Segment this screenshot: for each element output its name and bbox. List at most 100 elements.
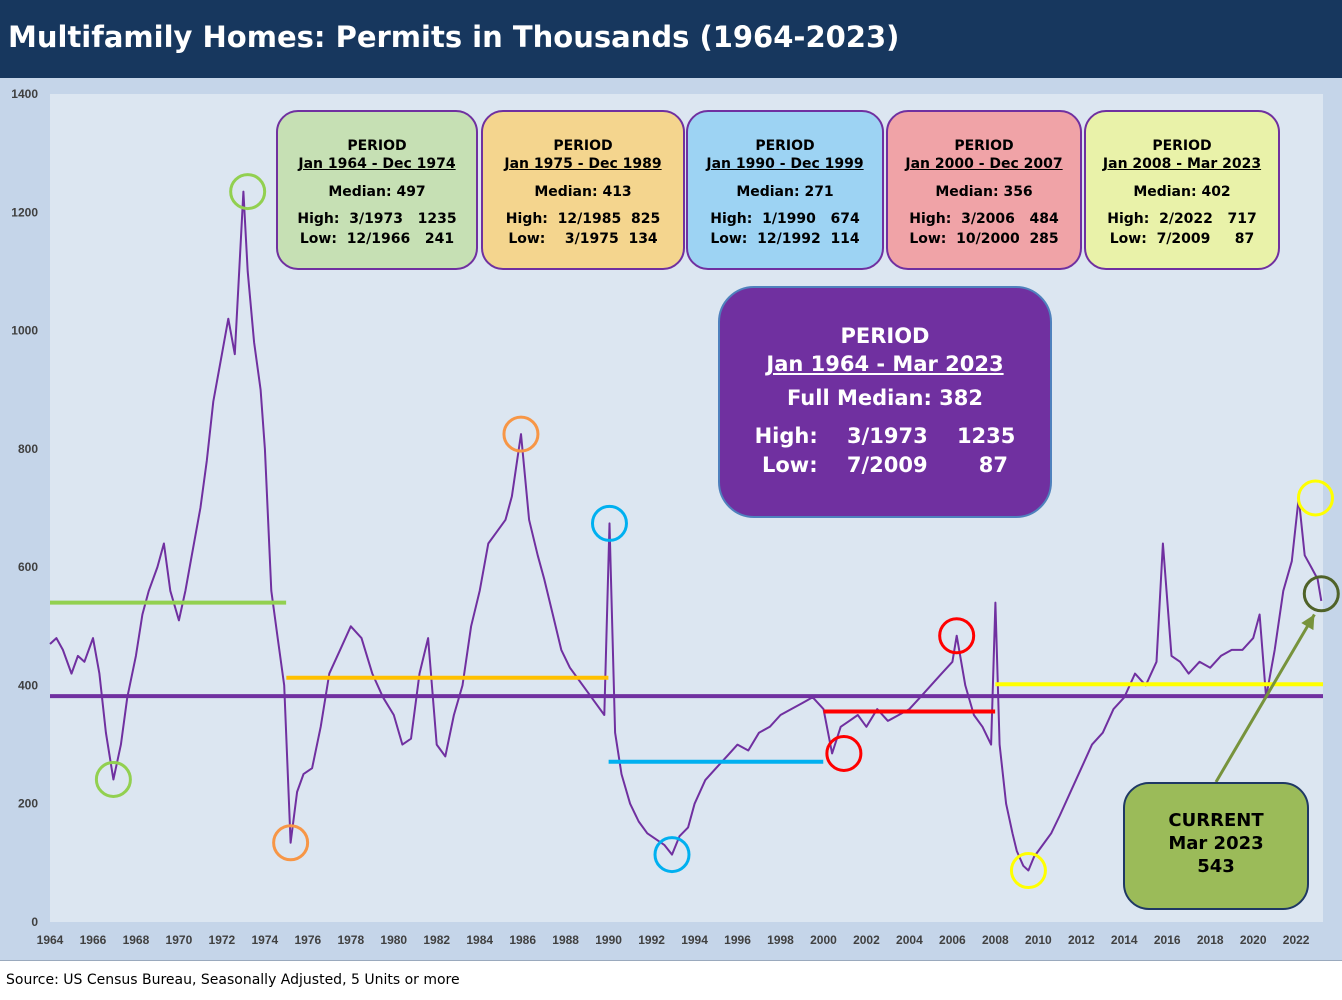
period-high-low: High: 12/1985 825 Low: 3/1975 134 — [483, 209, 683, 249]
full-period-heading: PERIOD — [840, 324, 930, 348]
period-box: PERIOD Jan 1964 - Dec 1974 Median: 497 High… — [276, 110, 478, 270]
x-tick-label: 2010 — [1025, 933, 1052, 947]
period-low: Low: 10/2000 285 — [909, 231, 1059, 247]
y-tick-label: 0 — [31, 915, 38, 929]
extreme-marker — [938, 617, 976, 655]
period-range: Jan 1975 - Dec 1989 — [504, 156, 662, 172]
extreme-marker — [272, 824, 310, 862]
x-tick-label: 1968 — [123, 933, 150, 947]
extreme-marker — [94, 760, 132, 798]
period-high-low: High: 2/2022 717 Low: 7/2009 87 — [1086, 209, 1278, 249]
y-tick-label: 200 — [18, 797, 38, 811]
x-tick-label: 2008 — [982, 933, 1009, 947]
x-tick-label: 2012 — [1068, 933, 1095, 947]
y-tick-label: 1400 — [11, 87, 38, 101]
period-box: PERIOD Jan 2000 - Dec 2007 Median: 356 High… — [886, 110, 1082, 270]
x-tick-label: 1964 — [37, 933, 64, 947]
x-tick-label: 1974 — [252, 933, 279, 947]
current-arrow-line — [1214, 613, 1316, 783]
period-high: High: 3/1973 1235 — [297, 211, 457, 227]
period-range: Jan 2008 - Mar 2023 — [1102, 156, 1262, 172]
chart-title: Multifamily Homes: Permits in Thousands … — [8, 20, 900, 54]
source-divider — [0, 960, 1342, 961]
full-period-range: Jan 1964 - Mar 2023 — [766, 352, 1004, 376]
period-high: High: 12/1985 825 — [505, 211, 661, 227]
x-tick-label: 1990 — [595, 933, 622, 947]
extreme-marker — [653, 836, 691, 874]
x-tick-label: 2006 — [939, 933, 966, 947]
y-tick-label: 800 — [18, 442, 38, 456]
x-tick-label: 2014 — [1111, 933, 1138, 947]
full-period-box: PERIOD Jan 1964 - Mar 2023 Full Median: … — [718, 286, 1052, 518]
x-tick-label: 1970 — [166, 933, 193, 947]
x-tick-label: 1988 — [552, 933, 579, 947]
x-tick-label: 1986 — [509, 933, 536, 947]
period-heading: PERIOD — [954, 138, 1014, 154]
x-tick-label: 1996 — [724, 933, 751, 947]
x-tick-label: 1992 — [638, 933, 665, 947]
period-high-low: High: 3/2006 484 Low: 10/2000 285 — [888, 209, 1080, 249]
x-tick-label: 1984 — [466, 933, 493, 947]
permits-series-line — [49, 190, 1323, 872]
period-box: PERIOD Jan 2008 - Mar 2023 Median: 402 High… — [1084, 110, 1280, 270]
extreme-marker — [1302, 575, 1340, 613]
x-tick-label: 1978 — [337, 933, 364, 947]
extreme-marker — [1296, 479, 1334, 517]
period-median: Median: 413 — [534, 184, 632, 200]
period-high-low: High: 1/1990 674 Low: 12/1992 114 — [688, 209, 882, 249]
x-tick-label: 1966 — [80, 933, 107, 947]
current-label: CURRENT — [1168, 810, 1264, 831]
period-median: Median: 497 — [328, 184, 426, 200]
period-heading: PERIOD — [553, 138, 613, 154]
x-tick-label: 2000 — [810, 933, 837, 947]
current-date: Mar 2023 — [1168, 833, 1264, 854]
period-median: Median: 402 — [1133, 184, 1231, 200]
period-heading: PERIOD — [1152, 138, 1212, 154]
full-period-low: Low: 7/2009 87 — [762, 453, 1008, 477]
period-box: PERIOD Jan 1975 - Dec 1989 Median: 413 High… — [481, 110, 685, 270]
period-range: Jan 2000 - Dec 2007 — [905, 156, 1063, 172]
period-range: Jan 1990 - Dec 1999 — [706, 156, 864, 172]
full-period-median: Full Median: 382 — [787, 386, 983, 410]
period-range: Jan 1964 - Dec 1974 — [298, 156, 456, 172]
period-heading: PERIOD — [347, 138, 407, 154]
x-tick-label: 2002 — [853, 933, 880, 947]
period-low: Low: 3/1975 134 — [508, 231, 658, 247]
extreme-marker — [590, 504, 628, 542]
x-tick-label: 1980 — [380, 933, 407, 947]
current-value: 543 — [1197, 856, 1235, 877]
period-high: High: 2/2022 717 — [1107, 211, 1257, 227]
period-median: Median: 271 — [736, 184, 834, 200]
extreme-marker — [229, 173, 267, 211]
x-tick-label: 2020 — [1240, 933, 1267, 947]
period-low: Low: 12/1966 241 — [299, 231, 455, 247]
current-box: CURRENT Mar 2023 543 — [1123, 782, 1309, 910]
period-low: Low: 7/2009 87 — [1109, 231, 1255, 247]
period-high-low: High: 3/1973 1235 Low: 12/1966 241 — [278, 209, 476, 249]
full-period-high-low: High: 3/1973 1235 Low: 7/2009 87 — [720, 422, 1050, 480]
period-low: Low: 12/1992 114 — [710, 231, 860, 247]
title-bar: Multifamily Homes: Permits in Thousands … — [0, 0, 1342, 78]
y-tick-label: 400 — [18, 678, 38, 692]
source-note: Source: US Census Bureau, Seasonally Adj… — [6, 972, 460, 988]
x-tick-label: 1982 — [423, 933, 450, 947]
y-tick-label: 1000 — [11, 324, 38, 338]
y-tick-label: 600 — [18, 560, 38, 574]
period-high: High: 1/1990 674 — [710, 211, 860, 227]
x-tick-label: 2018 — [1197, 933, 1224, 947]
period-median: Median: 356 — [935, 184, 1033, 200]
x-tick-label: 2004 — [896, 933, 923, 947]
x-tick-label: 1998 — [767, 933, 794, 947]
y-tick-label: 1200 — [11, 205, 38, 219]
period-heading: PERIOD — [755, 138, 815, 154]
full-period-high: High: 3/1973 1235 — [754, 424, 1016, 448]
x-tick-label: 1976 — [294, 933, 321, 947]
current-arrow-head — [1301, 614, 1315, 631]
extreme-marker — [502, 415, 540, 453]
period-high: High: 3/2006 484 — [909, 211, 1059, 227]
x-tick-label: 1994 — [681, 933, 708, 947]
x-tick-label: 1972 — [209, 933, 236, 947]
x-tick-label: 2022 — [1283, 933, 1310, 947]
extreme-marker — [1009, 852, 1047, 890]
period-box: PERIOD Jan 1990 - Dec 1999 Median: 271 High… — [686, 110, 884, 270]
